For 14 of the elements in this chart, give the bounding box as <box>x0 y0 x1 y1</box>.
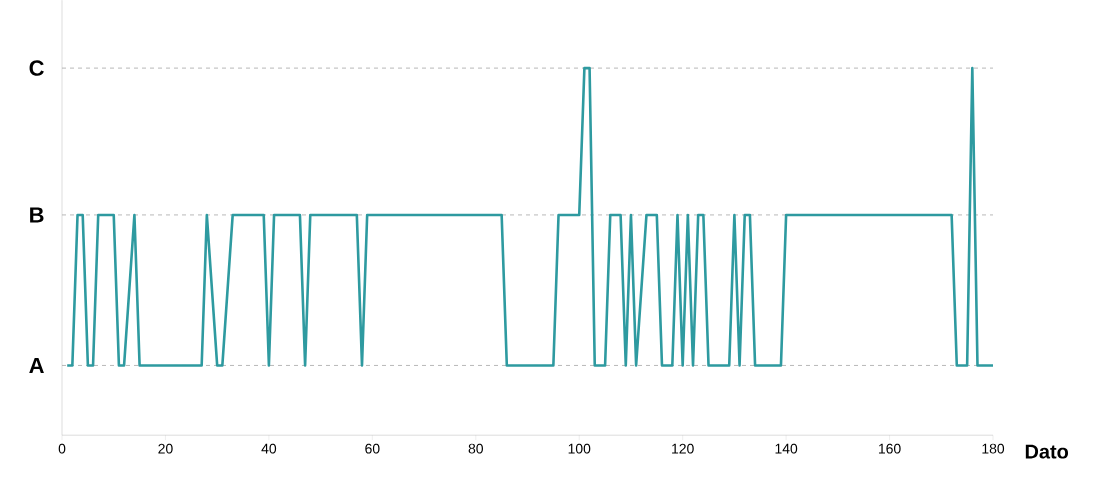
x-tick-label: 100 <box>568 443 591 454</box>
x-tick-label: 60 <box>365 443 380 454</box>
x-tick-label: 40 <box>261 443 277 454</box>
x-tick-label: 120 <box>672 443 694 454</box>
ref-line-label: A <box>29 357 44 373</box>
x-tick-label: 0 <box>58 443 66 454</box>
x-tick-label: 20 <box>158 443 173 454</box>
x-tick-label: 180 <box>982 443 1005 454</box>
ref-line-label: B <box>30 207 44 223</box>
x-tick-label: 140 <box>775 443 798 454</box>
x-tick-label: 80 <box>468 443 483 454</box>
x-axis-title: Dato <box>1025 444 1069 459</box>
x-tick-label: 160 <box>878 443 901 454</box>
ref-line-label: C <box>29 60 44 76</box>
